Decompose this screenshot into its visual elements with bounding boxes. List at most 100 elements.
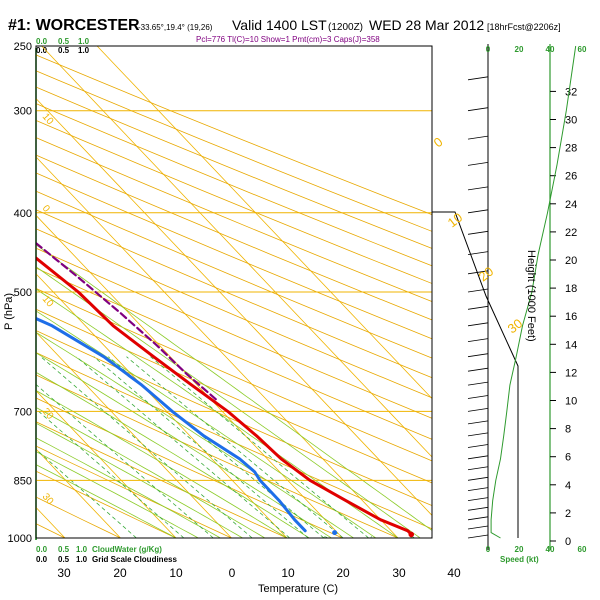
station-coords: -33.65°,19.4° (19,26)	[138, 23, 213, 32]
wind-barb	[467, 455, 489, 460]
mixing-ratio-line	[36, 448, 137, 538]
parcel-profile	[36, 241, 220, 403]
dry-adiabat-line	[36, 154, 432, 321]
utc-time: (1200Z)	[328, 22, 363, 33]
grid-bottom-tick: 1.0	[76, 555, 88, 564]
wind-barb	[467, 353, 489, 358]
wind-barb	[467, 162, 489, 166]
wind-barb	[467, 534, 489, 539]
temperature-tick-label: 10	[169, 566, 183, 580]
dry-adiabat-line	[36, 470, 177, 538]
speed-axis-label: Speed (kt)	[500, 555, 539, 564]
valid-date: WED 28 Mar 2012	[369, 17, 484, 33]
left-temp-label: 10	[40, 111, 56, 127]
mixing-ratio-line	[150, 356, 369, 538]
height-tick-label: 16	[565, 311, 577, 323]
dry-adiabat-line	[36, 54, 432, 216]
moist-adiabat-line	[36, 422, 243, 538]
dry-adiabat-line	[36, 228, 432, 399]
wind-barb	[467, 381, 489, 386]
wind-barb	[467, 209, 489, 214]
pressure-tick-label: 250	[14, 41, 32, 53]
mixing-ratio-line	[76, 356, 291, 538]
dry-adiabat-line	[36, 352, 432, 530]
dry-adiabat-line	[36, 86, 432, 249]
mixing-ratio-label: 8	[286, 538, 296, 547]
surface-dewpoint-dot	[332, 530, 338, 536]
temperature-tick-label: 10	[281, 566, 295, 580]
grid-top-tick: 1.0	[78, 46, 90, 55]
pressure-tick-label: 1000	[8, 533, 32, 545]
wind-barb	[467, 135, 489, 140]
grid-top-tick: 0.5	[58, 46, 70, 55]
height-tick-label: 14	[565, 339, 577, 351]
wind-barb	[467, 107, 489, 112]
wind-barb	[467, 230, 489, 235]
moist-adiabat-line	[36, 352, 332, 538]
pressure-tick-label: 700	[14, 406, 32, 418]
dry-adiabat-line	[36, 70, 432, 232]
isotherm-line	[36, 390, 177, 538]
speed-tick-top: 0	[486, 45, 491, 54]
left-temp-label: 0	[40, 203, 52, 215]
cloud-scale-top: 0.0 0.5 1.0 0.0 0.5 1.0	[36, 37, 90, 55]
height-tick-label: 32	[565, 86, 577, 98]
wind-panel-boundary	[432, 211, 519, 538]
height-tick-label: 12	[565, 367, 577, 379]
dry-adiabat-line	[36, 119, 432, 284]
grid-top-tick: 0.0	[36, 46, 48, 55]
temperature-tick-label: 0	[229, 566, 236, 580]
wind-barb	[467, 466, 489, 471]
moist-adiabat-line	[36, 331, 354, 538]
mixing-ratio-line	[108, 356, 325, 538]
moist-adiabat-line	[36, 451, 199, 538]
moist-adiabat-line	[36, 244, 432, 531]
grid-bottom-tick: 0.0	[36, 555, 48, 564]
speed-tick-bottom: 0	[486, 545, 491, 554]
cloud-bottom-tick: 0.5	[58, 545, 70, 554]
wind-barb	[467, 408, 489, 412]
mixing-ratio-label: 5	[252, 538, 262, 547]
cloud-bottom-tick: 1.0	[76, 545, 88, 554]
mixing-ratio-line	[40, 356, 253, 538]
height-tick-label: 18	[565, 283, 577, 295]
wind-barb	[467, 487, 489, 492]
isotherm-line	[0, 46, 10, 538]
height-tick-label: 8	[565, 424, 571, 436]
pressure-tick-label: 400	[14, 208, 32, 220]
speed-tick-bottom: 40	[546, 545, 555, 554]
wind-barb	[467, 76, 489, 81]
wind-barb	[467, 322, 489, 327]
wind-barb	[467, 270, 489, 275]
cloud-water-label: CloudWater (g/Kg)	[92, 545, 162, 554]
height-axis-label: Height (1000 Feet)	[525, 250, 537, 342]
isotherm-label: 0	[431, 134, 446, 150]
wind-barb	[467, 516, 489, 521]
height-tick-label: 28	[565, 143, 577, 155]
cloud-scale-bottom: 0.0 0.5 1.0 CloudWater (g/Kg) 0.0 0.5 1.…	[36, 545, 177, 564]
surface-temp-dot	[408, 531, 415, 538]
mixing-ratio-label: 1	[179, 538, 189, 547]
wind-barb	[467, 251, 489, 256]
height-tick-label: 22	[565, 227, 577, 239]
moist-adiabat-line	[36, 390, 288, 538]
speed-tick-top: 20	[515, 45, 524, 54]
moist-adiabat-line	[36, 464, 177, 538]
speed-tick-bottom: 20	[515, 545, 524, 554]
mixing-ratio-line	[36, 383, 214, 538]
wind-barb	[467, 338, 489, 342]
stability-indices: Pcl=776 Tl(C)=10 Show=1 Pmt(cm)=3 Caps(J…	[196, 35, 380, 44]
moist-adiabat-line	[36, 437, 221, 538]
dry-adiabat-line	[36, 137, 432, 302]
height-tick-label: 26	[565, 171, 577, 183]
isotherm-label: 10	[445, 210, 466, 231]
pressure-tick-label: 500	[14, 287, 32, 299]
speed-tick-top: 60	[578, 45, 587, 54]
dry-adiabat-line	[36, 103, 432, 267]
height-tick-label: 6	[565, 452, 571, 464]
temperature-tick-label: 20	[336, 566, 350, 580]
cloud-top-tick: 0.0	[36, 37, 48, 46]
wind-barb	[467, 506, 489, 511]
valid-time: Valid 1400 LST	[232, 17, 327, 33]
